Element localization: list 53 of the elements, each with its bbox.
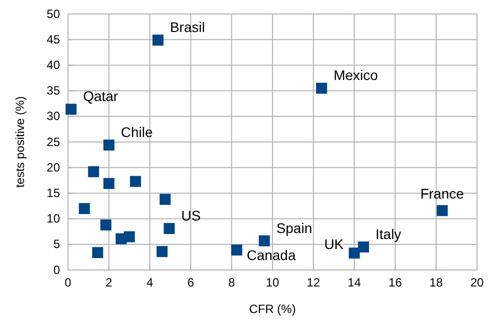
point — [78, 203, 90, 214]
point — [130, 176, 141, 187]
annotation: Canada — [246, 247, 296, 264]
annotation: Chile — [120, 124, 154, 140]
point — [358, 241, 370, 252]
x-tick-label: 4 — [146, 276, 154, 290]
point — [258, 235, 270, 246]
y-tick-label: 50 — [46, 6, 60, 21]
point — [92, 247, 104, 258]
y-tick-label: 15 — [46, 186, 60, 200]
y-tick-label: 10 — [46, 212, 60, 226]
point — [316, 82, 328, 94]
y-tick-label: 5 — [53, 237, 60, 252]
point — [160, 194, 171, 205]
point — [436, 205, 448, 216]
y-tick-label: 30 — [46, 109, 60, 124]
point — [156, 246, 168, 258]
point — [164, 223, 175, 234]
x-tick-label: 6 — [187, 276, 194, 290]
annotation: Spain — [276, 220, 312, 236]
x-tick-label: 0 — [64, 276, 72, 290]
annotation: UK — [324, 236, 344, 252]
annotation: US — [181, 208, 201, 224]
point — [124, 231, 135, 242]
y-tick-label: 35 — [46, 84, 60, 98]
x-tick-label: 2 — [106, 276, 113, 290]
x-tick-label: 14 — [348, 276, 362, 290]
annotation: Italy — [376, 226, 402, 242]
x-tick-label: 12 — [306, 276, 320, 290]
point — [152, 34, 164, 46]
x-tick-label: 18 — [429, 276, 444, 290]
point — [66, 104, 77, 115]
annotation: Qatar — [83, 88, 118, 104]
x-tick-label: 16 — [388, 276, 402, 290]
x-tick-label: 20 — [470, 276, 484, 290]
y-tick-label: 25 — [46, 134, 60, 149]
point — [103, 178, 114, 189]
x-tick-label: 8 — [228, 276, 236, 290]
y-tick-label: 0 — [53, 262, 60, 277]
x-tick-label: 10 — [266, 276, 280, 290]
y-tick-label: 40 — [46, 58, 60, 72]
annotation: Brasil — [170, 19, 205, 36]
x-axis-title: CFR (%) — [249, 302, 296, 316]
y-tick-label: 45 — [46, 32, 60, 46]
y-tick-label: 20 — [46, 160, 60, 174]
point — [231, 244, 242, 256]
y-axis-title: tests positive (%) — [13, 96, 27, 188]
point — [103, 140, 114, 151]
point — [100, 219, 112, 230]
point — [348, 248, 360, 259]
point — [88, 166, 100, 178]
annotation: France — [420, 186, 464, 202]
annotation: Mexico — [334, 67, 378, 84]
